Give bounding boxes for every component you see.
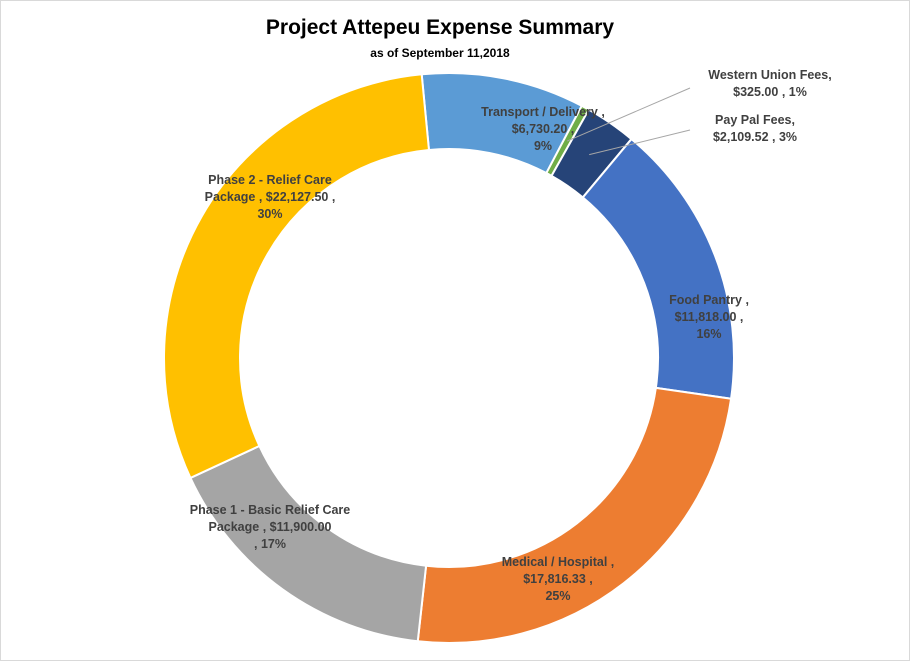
label-transport: Transport / Delivery , $6,730.20 , 9% [481,105,605,153]
slice-phase-2-relief-care-package [163,73,431,480]
chart-subtitle: as of September 11,2018 [370,46,510,60]
label-phase1: Phase 1 - Basic Relief Care Package , $1… [189,503,351,551]
label-western-union: Western Union Fees, $325.00 , 1% [708,68,832,99]
label-paypal: Pay Pal Fees, $2,109.52 , 3% [712,113,798,144]
leader-line [566,87,691,142]
label-food-pantry: Food Pantry , $11,818.00 , 16% [669,293,749,341]
label-phase2: Phase 2 - Relief Care Package , $22,127.… [204,173,336,221]
leader-line [589,129,691,156]
label-medical: Medical / Hospital , $17,816.33 , 25% [501,555,615,603]
slice-medical-hospital [416,386,733,644]
slice-food-pantry [581,137,735,400]
chart-title: Project Attepeu Expense Summary [265,16,615,39]
